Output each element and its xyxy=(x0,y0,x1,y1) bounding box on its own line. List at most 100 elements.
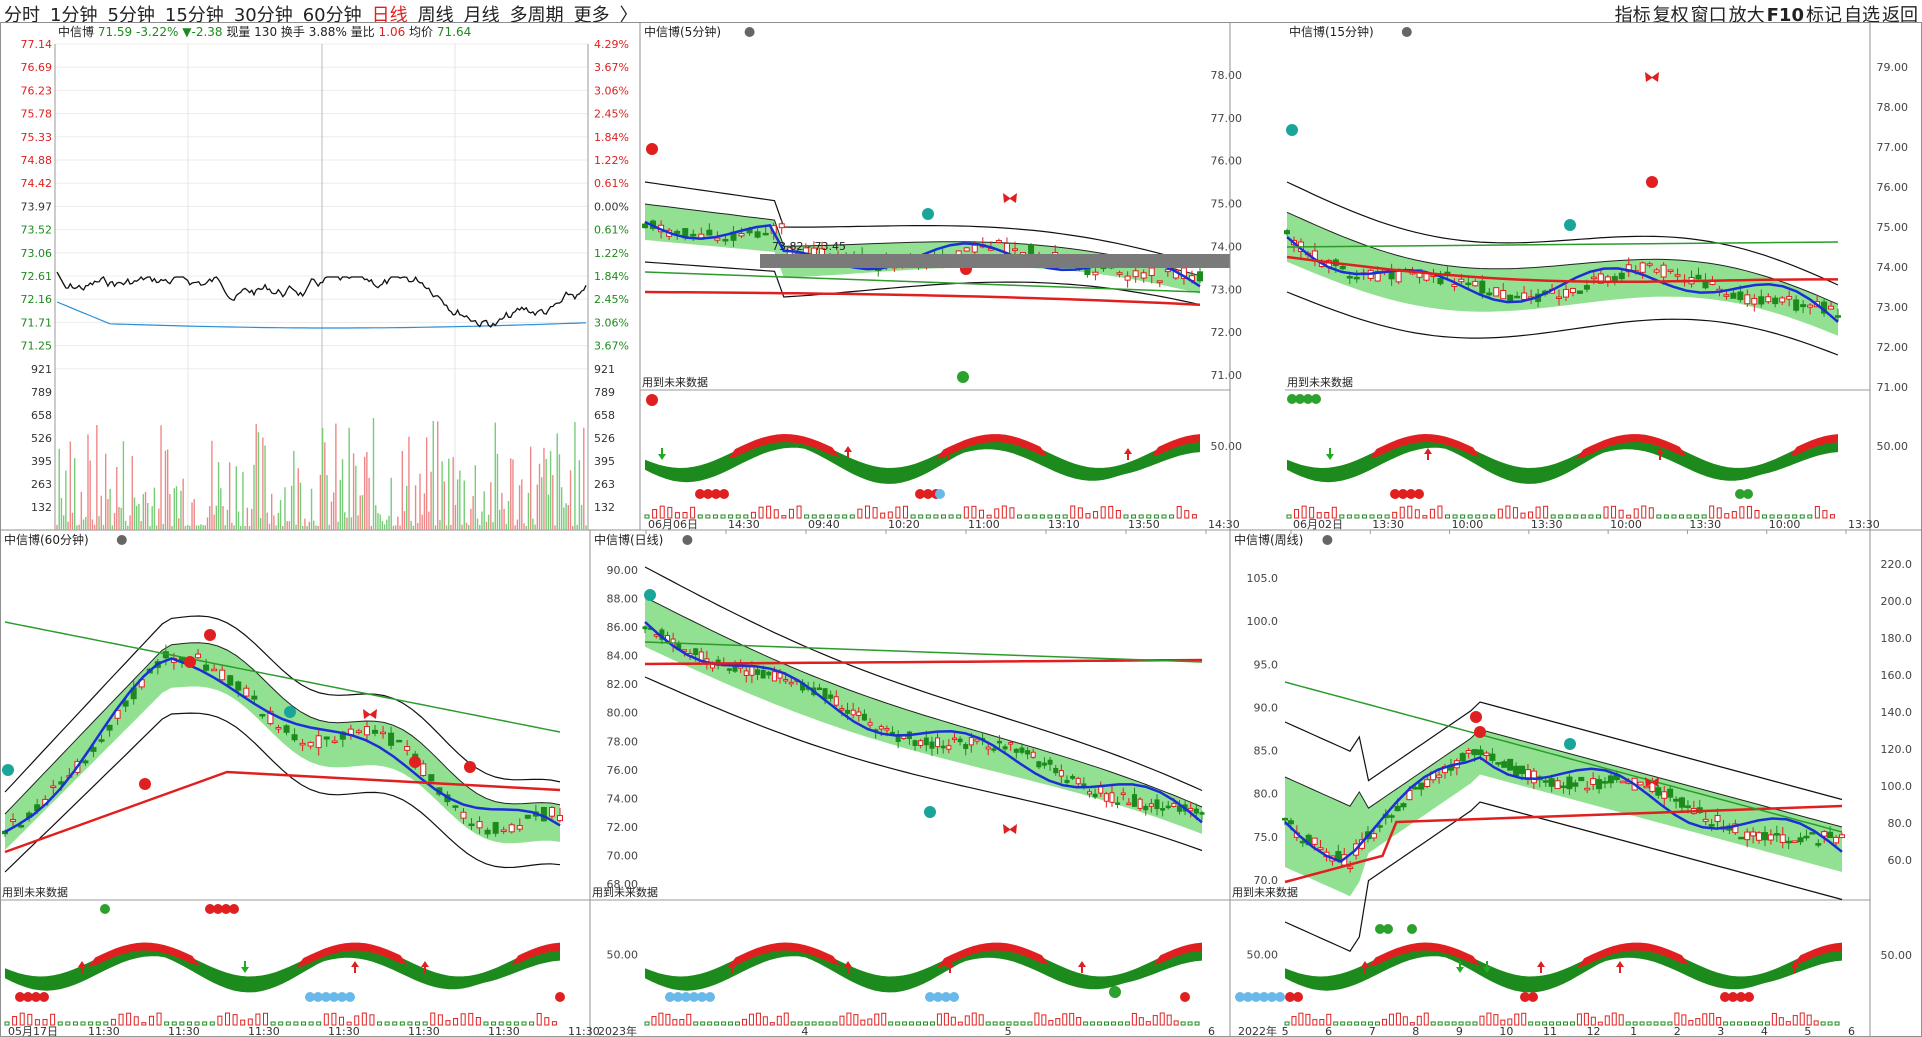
m5-candle-65 xyxy=(1164,269,1171,273)
m15-candle-51 xyxy=(1639,262,1646,273)
m60-x-label-2: 11:30 xyxy=(168,1025,200,1037)
m15-x-label-7: 13:30 xyxy=(1848,518,1880,531)
daily-m3-flag-icon xyxy=(1109,986,1121,998)
m5-hist-19 xyxy=(788,508,794,519)
m15-hist-39 xyxy=(1580,514,1586,519)
daily-hist-25 xyxy=(818,1021,824,1026)
m15-hist-54 xyxy=(1694,514,1700,519)
weekly-candle-26 xyxy=(1436,774,1443,778)
tool-button-2[interactable]: 窗口 xyxy=(1690,5,1727,26)
m60-title-menu-icon[interactable] xyxy=(116,535,127,545)
m60-hist-71 xyxy=(544,1017,550,1026)
m5-m2-butterfly-icon xyxy=(1003,193,1017,203)
daily-candle-31 xyxy=(816,687,822,691)
m15-candle-8 xyxy=(1339,265,1346,270)
daily-beads0-bead-1 xyxy=(673,992,683,1002)
daily-hist-4 xyxy=(672,1019,678,1026)
intraday-vol-tick-r-0: 789 xyxy=(594,386,615,399)
weekly-x-label-6: 10 xyxy=(1499,1025,1513,1037)
intraday-pct-tick-2: 3.06% xyxy=(594,84,629,97)
weekly-beads0-bead-0 xyxy=(1375,924,1385,934)
m5-candle-56 xyxy=(1092,271,1099,276)
weekly-hist-46 xyxy=(1604,1015,1610,1026)
period-tab-11[interactable]: 〉 xyxy=(619,5,638,26)
m5-candle-17 xyxy=(778,223,785,229)
tool-button-5[interactable]: 标记 xyxy=(1806,5,1842,26)
period-tab-4[interactable]: 30分钟 xyxy=(233,5,293,26)
period-tab-10[interactable]: 更多 xyxy=(573,5,610,26)
m5-x-label-5: 13:10 xyxy=(1048,518,1080,531)
intraday-avg-value: 71.64 xyxy=(433,25,471,39)
tool-button-6[interactable]: 自选 xyxy=(1844,5,1880,26)
m15-title-menu-icon[interactable] xyxy=(1401,27,1412,37)
weekly-candle-19 xyxy=(1394,805,1401,812)
daily-im0-up-arrow-icon xyxy=(728,961,736,973)
weekly-beads2-bead-2 xyxy=(1251,992,1261,1002)
m5-title-menu-icon[interactable] xyxy=(744,27,755,37)
daily-candle-68 xyxy=(1025,750,1031,755)
m60-candle-60 xyxy=(484,829,491,835)
period-tab-2[interactable]: 5分钟 xyxy=(107,5,155,26)
period-tab-1[interactable]: 1分钟 xyxy=(50,5,98,26)
daily-candle-39 xyxy=(861,713,867,721)
weekly-candle-38 xyxy=(1507,758,1514,771)
daily-candle-61 xyxy=(985,746,991,750)
weekly-candle-88 xyxy=(1803,835,1810,839)
period-tab-0[interactable]: 分时 xyxy=(4,5,40,26)
m60-hist-1 xyxy=(12,1016,18,1026)
m60-hist-0 xyxy=(4,1021,10,1026)
m5-hist-48 xyxy=(1009,507,1015,519)
m5-candle-63 xyxy=(1148,267,1155,276)
m5-hist-67 xyxy=(1153,514,1159,519)
daily-hist-32 xyxy=(867,1018,873,1026)
weekly-candle-76 xyxy=(1732,823,1739,834)
daily-hist-59 xyxy=(1055,1018,1061,1026)
weekly-x-label-7: 11 xyxy=(1543,1025,1557,1037)
m60-m5-butterfly-icon xyxy=(363,709,377,719)
m15-y-tick-3: 76.00 xyxy=(1877,181,1909,194)
weekly-hist-42 xyxy=(1576,1013,1582,1026)
daily-title-menu-icon[interactable] xyxy=(682,535,693,545)
daily-hist-62 xyxy=(1076,1017,1082,1026)
daily-candle-26 xyxy=(788,681,794,685)
m15-candle-27 xyxy=(1472,280,1479,287)
m60-hist-13 xyxy=(103,1021,109,1026)
m5-hist-70 xyxy=(1176,505,1182,519)
daily-hist-30 xyxy=(853,1014,859,1026)
weekly-title-menu-icon[interactable] xyxy=(1322,535,1333,545)
period-tab-5[interactable]: 60分钟 xyxy=(302,5,362,26)
daily-hist-69 xyxy=(1124,1021,1130,1026)
period-tab-6[interactable]: 日线 xyxy=(371,5,408,26)
m60-blue-line xyxy=(4,657,561,834)
m5-candle-61 xyxy=(1132,270,1139,278)
m60-beads1-bead-1 xyxy=(213,904,223,914)
tool-button-0[interactable]: 指标 xyxy=(1614,5,1651,26)
m15-hist-6 xyxy=(1331,506,1337,519)
m5-hist-17 xyxy=(773,509,779,519)
weekly-candle-33 xyxy=(1477,749,1484,756)
daily-candle-87 xyxy=(1131,794,1137,807)
m15-candle-78 xyxy=(1828,305,1835,310)
weekly-candle-73 xyxy=(1714,815,1721,822)
tool-button-3[interactable]: 放大 xyxy=(1728,5,1765,26)
weekly-x-label-12: 4 xyxy=(1761,1025,1768,1037)
tool-button-4[interactable]: F10 xyxy=(1766,5,1804,26)
intraday-vol-tick-r-2: 526 xyxy=(594,432,615,445)
weekly-hist-57 xyxy=(1681,1014,1687,1026)
period-tab-7[interactable]: 周线 xyxy=(417,5,454,26)
m5-x-label-3: 10:20 xyxy=(888,518,920,531)
m15-hist-68 xyxy=(1799,514,1805,519)
period-tab-8[interactable]: 月线 xyxy=(463,5,500,26)
tool-button-7[interactable]: 返回 xyxy=(1882,5,1918,26)
period-tab-3[interactable]: 15分钟 xyxy=(164,5,224,26)
daily-hist-8 xyxy=(700,1021,706,1026)
daily-beads1-bead-0 xyxy=(925,992,935,1002)
m5-hist-54 xyxy=(1055,514,1061,519)
intraday-pct-tick-11: 2.45% xyxy=(594,293,629,306)
period-tab-9[interactable]: 多周期 xyxy=(509,5,564,26)
daily-hist-29 xyxy=(846,1012,852,1026)
tool-button-1[interactable]: 复权 xyxy=(1652,5,1689,26)
m5-hist-72 xyxy=(1191,514,1197,519)
m15-candle-66 xyxy=(1744,294,1751,305)
daily-hist-63 xyxy=(1083,1021,1089,1026)
